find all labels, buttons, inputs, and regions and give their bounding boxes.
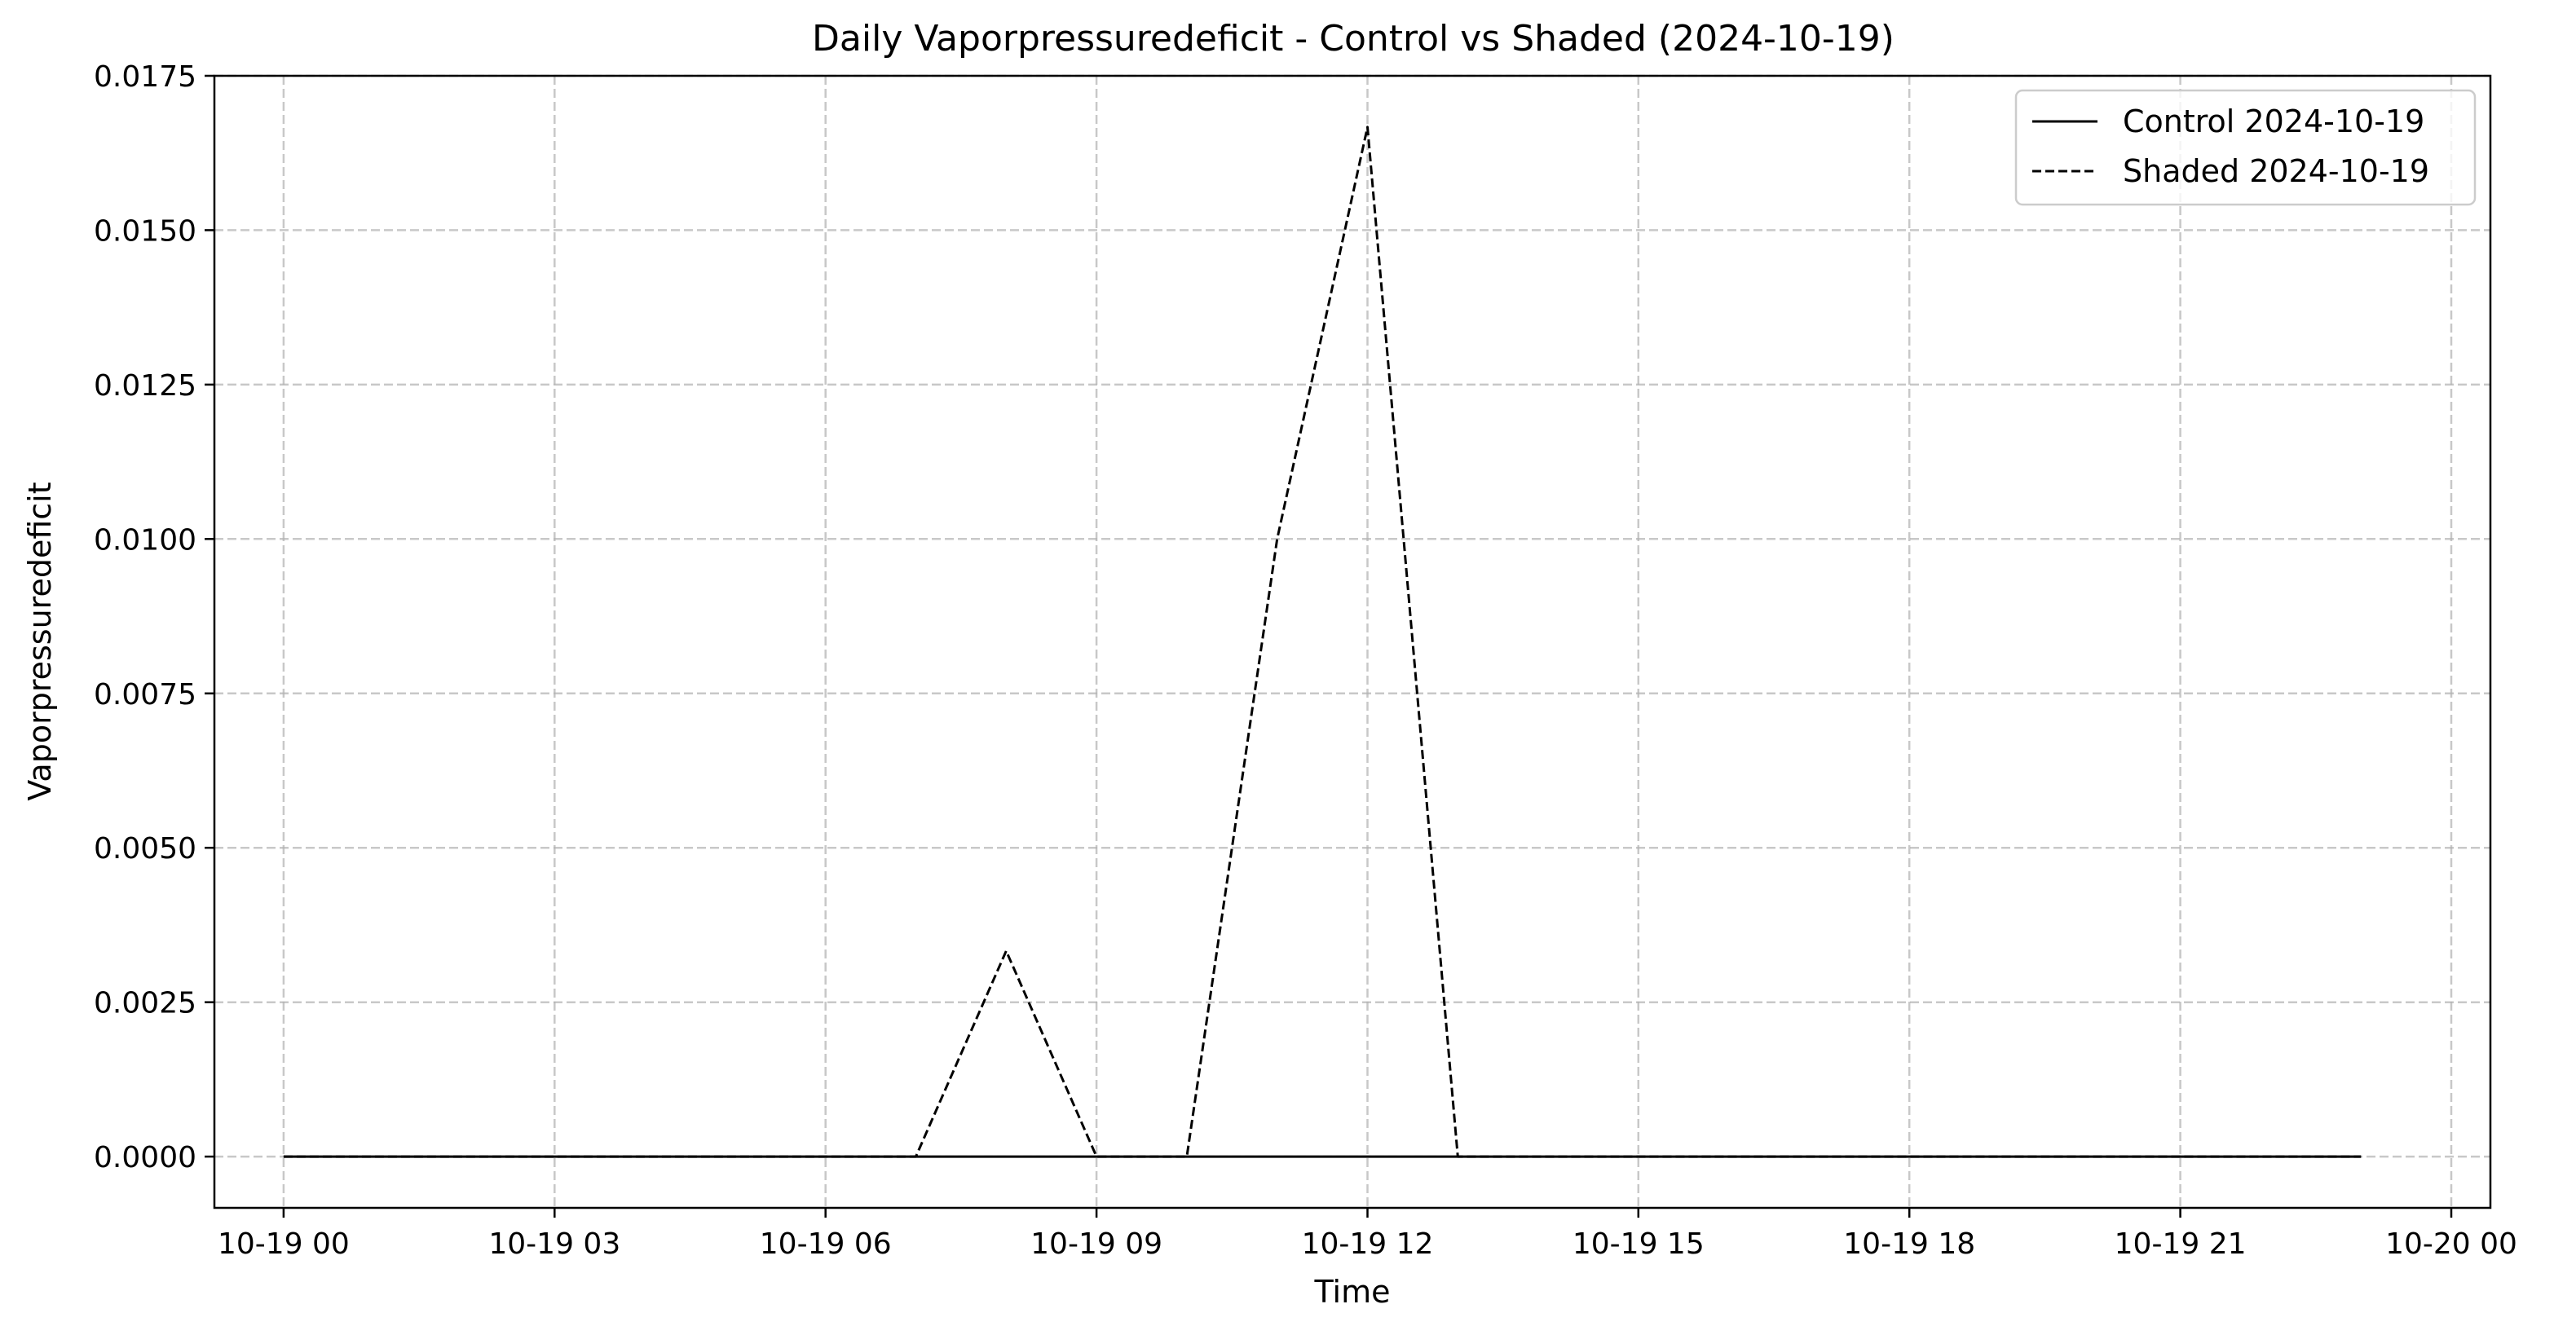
y-tick-label: 0.0050 — [94, 832, 196, 866]
y-tick-label: 0.0125 — [94, 369, 196, 403]
legend: Control 2024-10-19 Shaded 2024-10-19 — [2014, 89, 2477, 206]
y-tick-label: 0.0100 — [94, 523, 196, 557]
x-tick-label: 10-20 00 — [2385, 1227, 2517, 1261]
legend-label-shaded: Shaded 2024-10-19 — [2123, 153, 2429, 189]
legend-box — [2014, 89, 2477, 206]
chart-title: Daily Vaporpressuredeficit - Control vs … — [812, 18, 1895, 59]
series-lines — [283, 126, 2362, 1158]
x-tick-label: 10-19 06 — [760, 1227, 892, 1261]
y-tick-label: 0.0150 — [94, 214, 196, 248]
x-axis-title: Time — [1314, 1274, 1391, 1310]
x-tick-label: 10-19 15 — [1573, 1227, 1705, 1261]
y-tick-label: 0.0175 — [94, 60, 196, 94]
axes: 10-19 00 10-19 03 10-19 06 10-19 09 10-19 12… — [94, 60, 2517, 1261]
y-tick-label: 0.0025 — [94, 987, 196, 1020]
plot-frame — [213, 74, 2492, 1209]
series-line-shaded — [283, 126, 2362, 1158]
x-tick-label: 10-19 18 — [1843, 1227, 1975, 1261]
x-tick-label: 10-19 09 — [1030, 1227, 1162, 1261]
y-tick-label: 0.0000 — [94, 1141, 196, 1174]
y-axis-title: Vaporpressuredeficit — [22, 482, 58, 800]
legend-label-control: Control 2024-10-19 — [2123, 104, 2424, 139]
x-tick-label: 10-19 21 — [2115, 1227, 2247, 1261]
y-tick-label: 0.0075 — [94, 678, 196, 712]
x-tick-label: 10-19 12 — [1302, 1227, 1434, 1261]
x-tick-label: 10-19 00 — [218, 1227, 350, 1261]
x-tick-label: 10-19 03 — [488, 1227, 620, 1261]
